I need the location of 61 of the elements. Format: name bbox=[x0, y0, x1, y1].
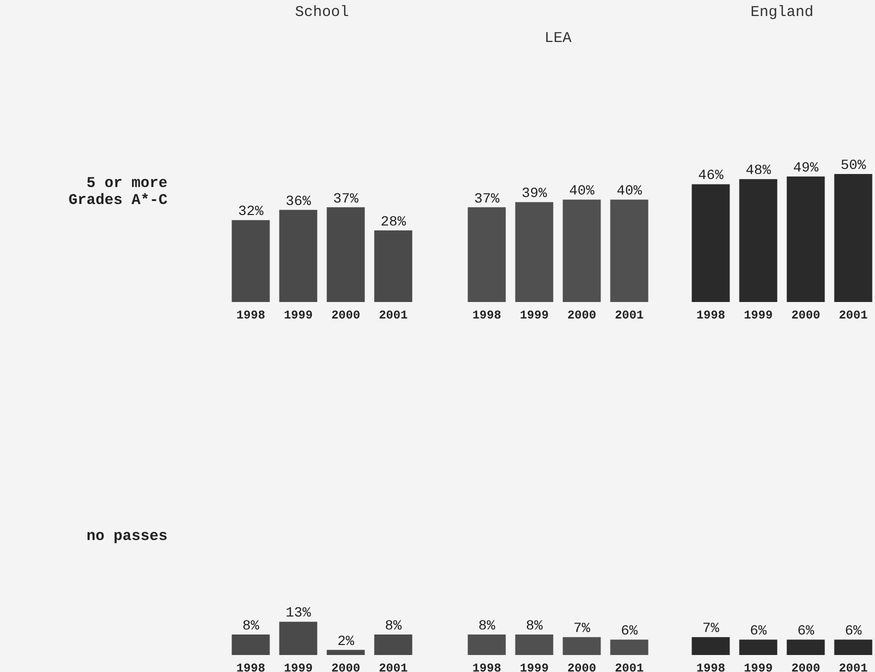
x-tick-label: 2001 bbox=[838, 662, 868, 672]
data-label: 8% bbox=[526, 618, 544, 635]
x-tick-label: 1999 bbox=[744, 662, 773, 672]
chart-title: School bbox=[294, 4, 350, 21]
x-tick-label: 2001 bbox=[838, 308, 868, 323]
data-label: 6% bbox=[750, 624, 768, 640]
bar bbox=[786, 176, 825, 302]
x-tick-label: 2000 bbox=[331, 308, 360, 323]
x-tick-label: 1998 bbox=[696, 662, 726, 672]
bar bbox=[374, 230, 412, 302]
bar bbox=[739, 179, 778, 302]
chart-title: LEA bbox=[543, 30, 572, 47]
x-tick-label: 2000 bbox=[331, 662, 360, 672]
x-tick-label: 2000 bbox=[791, 662, 820, 672]
x-tick-label: 1999 bbox=[284, 308, 313, 323]
data-label: 28% bbox=[380, 214, 406, 230]
data-label: 39% bbox=[522, 186, 548, 202]
x-tick-label: 2001 bbox=[378, 308, 408, 323]
bar bbox=[692, 184, 730, 302]
data-label: 40% bbox=[569, 184, 595, 200]
data-label: 50% bbox=[840, 158, 866, 174]
x-tick-label: 1999 bbox=[744, 308, 773, 323]
x-tick-label: 2001 bbox=[614, 308, 644, 323]
data-label: 7% bbox=[573, 621, 591, 638]
data-label: 37% bbox=[474, 191, 500, 208]
x-tick-label: 2001 bbox=[378, 662, 408, 672]
bar bbox=[232, 220, 270, 302]
data-label: 8% bbox=[478, 618, 496, 635]
y-axis-title: no passes bbox=[85, 528, 168, 545]
x-tick-label: 1999 bbox=[284, 662, 313, 672]
data-label: 8% bbox=[384, 618, 402, 635]
chart-title: England bbox=[749, 4, 814, 21]
data-label: 46% bbox=[698, 168, 724, 184]
x-tick-label: 1998 bbox=[472, 308, 502, 323]
x-tick-label: 1998 bbox=[236, 308, 266, 323]
data-label: 48% bbox=[746, 163, 772, 180]
x-tick-label: 2000 bbox=[567, 308, 596, 323]
x-tick-label: 1998 bbox=[472, 662, 502, 672]
data-label: 37% bbox=[333, 191, 359, 208]
data-label: 2% bbox=[337, 634, 355, 650]
x-tick-label: 2000 bbox=[791, 308, 820, 323]
data-label: 6% bbox=[797, 624, 815, 640]
data-label: 40% bbox=[616, 184, 642, 200]
y-axis-title: 5 or more Grades A*-C bbox=[67, 175, 168, 209]
data-label: 7% bbox=[702, 621, 720, 638]
x-tick-label: 2001 bbox=[614, 662, 644, 672]
bar bbox=[279, 210, 318, 302]
bar bbox=[834, 174, 872, 302]
x-tick-label: 1999 bbox=[520, 308, 549, 323]
x-tick-label: 1998 bbox=[236, 662, 266, 672]
data-label: 32% bbox=[238, 204, 264, 220]
data-label: 6% bbox=[620, 624, 638, 640]
x-tick-label: 1999 bbox=[520, 662, 549, 672]
data-label: 6% bbox=[844, 624, 862, 640]
bar bbox=[326, 207, 365, 302]
x-tick-label: 2000 bbox=[567, 662, 596, 672]
x-tick-label: 1998 bbox=[696, 308, 726, 323]
data-label: 36% bbox=[286, 194, 312, 210]
data-label: 49% bbox=[793, 160, 819, 177]
data-label: 8% bbox=[242, 618, 260, 635]
data-label: 13% bbox=[286, 606, 312, 622]
